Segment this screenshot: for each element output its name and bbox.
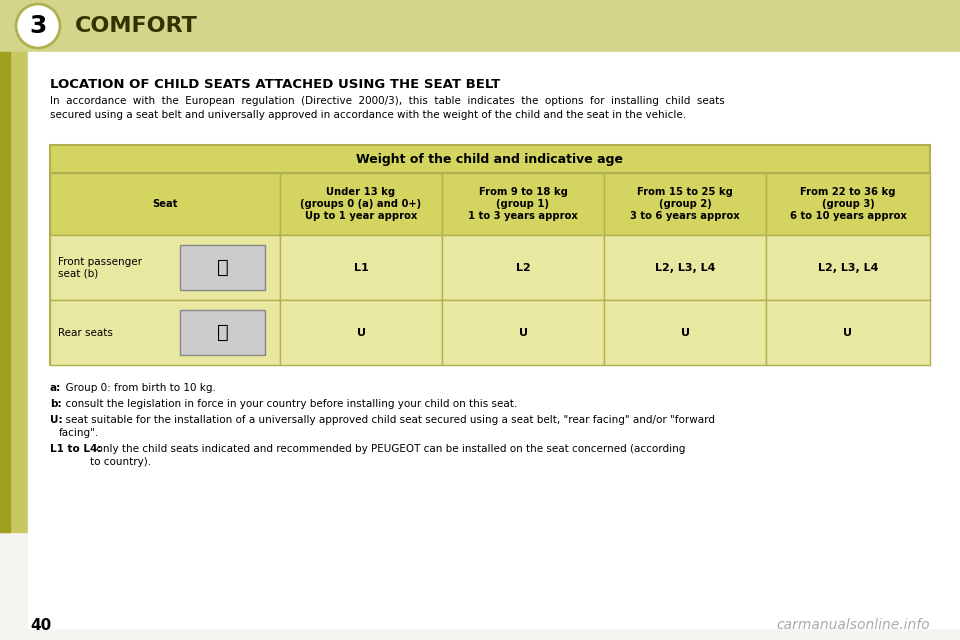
Text: seat suitable for the installation of a universally approved child seat secured : seat suitable for the installation of a … <box>59 415 715 425</box>
Bar <box>604 173 766 235</box>
Text: consult the legislation in force in your country before installing your child on: consult the legislation in force in your… <box>59 399 517 409</box>
Text: L2, L3, L4: L2, L3, L4 <box>655 262 715 273</box>
Text: U: U <box>681 328 689 337</box>
Bar <box>280 300 442 365</box>
Text: secured using a seat belt and universally approved in accordance with the weight: secured using a seat belt and universall… <box>50 110 686 120</box>
Text: LOCATION OF CHILD SEATS ATTACHED USING THE SEAT BELT: LOCATION OF CHILD SEATS ATTACHED USING T… <box>50 78 500 91</box>
Text: In  accordance  with  the  European  regulation  (Directive  2000/3),  this  tab: In accordance with the European regulati… <box>50 96 725 106</box>
Bar <box>766 173 930 235</box>
Text: 🚗: 🚗 <box>217 258 228 277</box>
Bar <box>180 245 265 290</box>
Text: L1: L1 <box>353 262 369 273</box>
Bar <box>50 173 280 235</box>
Text: From 22 to 36 kg
(group 3)
6 to 10 years approx: From 22 to 36 kg (group 3) 6 to 10 years… <box>789 188 906 221</box>
Text: Front passenger
seat (b): Front passenger seat (b) <box>58 257 142 278</box>
Text: L2, L3, L4: L2, L3, L4 <box>818 262 878 273</box>
Text: 40: 40 <box>30 618 51 632</box>
Bar <box>604 235 766 300</box>
Text: COMFORT: COMFORT <box>75 16 198 36</box>
Bar <box>280 173 442 235</box>
Text: U: U <box>518 328 527 337</box>
Text: From 15 to 25 kg
(group 2)
3 to 6 years approx: From 15 to 25 kg (group 2) 3 to 6 years … <box>630 188 740 221</box>
Text: carmanualsonline.info: carmanualsonline.info <box>777 618 930 632</box>
Text: U:: U: <box>50 415 62 425</box>
Bar <box>0 0 960 52</box>
Bar <box>604 300 766 365</box>
Bar <box>442 173 604 235</box>
Text: Group 0: from birth to 10 kg.: Group 0: from birth to 10 kg. <box>59 383 216 393</box>
Text: Seat: Seat <box>153 199 178 209</box>
Bar <box>50 235 280 300</box>
Bar <box>180 310 265 355</box>
Text: U: U <box>356 328 366 337</box>
Bar <box>766 235 930 300</box>
Text: b:: b: <box>50 399 61 409</box>
Bar <box>442 235 604 300</box>
Bar <box>50 145 930 365</box>
Bar <box>766 300 930 365</box>
Text: Under 13 kg
(groups 0 (a) and 0+)
Up to 1 year approx: Under 13 kg (groups 0 (a) and 0+) Up to … <box>300 188 421 221</box>
Text: 🚗: 🚗 <box>217 323 228 342</box>
Text: U: U <box>844 328 852 337</box>
Bar <box>0 52 28 532</box>
Bar <box>280 235 442 300</box>
Bar <box>50 300 280 365</box>
Text: L1 to L4:: L1 to L4: <box>50 444 102 454</box>
Text: only the child seats indicated and recommended by PEUGEOT can be installed on th: only the child seats indicated and recom… <box>90 444 685 454</box>
Text: From 9 to 18 kg
(group 1)
1 to 3 years approx: From 9 to 18 kg (group 1) 1 to 3 years a… <box>468 188 578 221</box>
Circle shape <box>16 4 60 48</box>
Text: facing".: facing". <box>59 428 99 438</box>
Text: Weight of the child and indicative age: Weight of the child and indicative age <box>356 152 623 166</box>
Bar <box>0 52 10 532</box>
Text: a:: a: <box>50 383 61 393</box>
Bar <box>442 300 604 365</box>
Text: 3: 3 <box>30 14 47 38</box>
Text: L2: L2 <box>516 262 530 273</box>
Text: to country).: to country). <box>90 457 152 467</box>
Text: Rear seats: Rear seats <box>58 328 113 337</box>
